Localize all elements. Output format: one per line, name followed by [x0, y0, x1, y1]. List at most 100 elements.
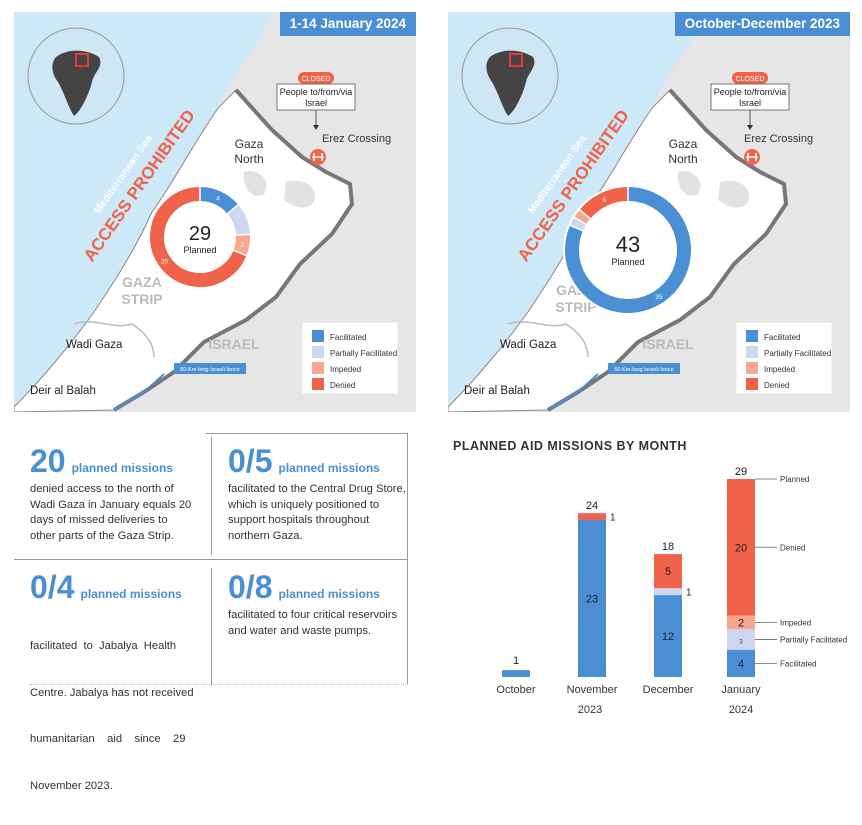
wadi-line [73, 321, 155, 358]
stat-jabalya: 0/4 planned missions facilitated to Jabal… [30, 569, 205, 825]
israel-label: ISRAEL [642, 336, 694, 352]
x-year-label: 2023 [578, 704, 602, 715]
stat-number: 0/4 [30, 569, 75, 605]
donut-total: 43 [616, 232, 640, 257]
stat-number: 0/8 [228, 569, 273, 605]
date-badge-january: 1-14 January 2024 [279, 12, 416, 36]
legend-label: Facilitated [764, 333, 800, 342]
donut-separator [234, 233, 251, 236]
urban-area [243, 171, 267, 196]
fence-label: 60-Km-long Israeli fence [614, 367, 674, 373]
donut-separator [572, 216, 588, 226]
stat-drug-store: 0/5 planned missions facilitated to the C… [228, 443, 406, 544]
bar-segment-partially-facilitated [727, 629, 755, 650]
donut-chart-january: 4 2 20 [148, 185, 252, 289]
closed-badge-label: CLOSED [302, 76, 331, 83]
wadi-line [507, 321, 589, 358]
crossing-icon-glyph [746, 153, 758, 161]
legend-label: Partially Facilitated [330, 349, 397, 358]
gaza-strip-label: GAZA [122, 274, 162, 290]
stat-line: denied access to the north of [30, 483, 174, 495]
bar-segment-label: 4 [738, 658, 744, 670]
stat-unit: planned missions [278, 461, 380, 475]
legend-swatch [312, 362, 324, 374]
bar-segment-partially-facilitated [654, 588, 682, 596]
divider [14, 559, 408, 560]
stat-reservoirs: 0/8 planned missions facilitated to four … [228, 569, 406, 639]
stat-denied-north: 20 planned missions denied access to the … [30, 443, 205, 544]
x-tick-label: January [721, 684, 761, 696]
gaza-north-label: Gaza [669, 137, 698, 151]
donut-slice-impeded [574, 209, 591, 225]
x-tick-label: November [567, 684, 618, 696]
stacked-bar-chart: 1October202323124November121518December4… [496, 466, 847, 715]
callout-text: Israel [739, 98, 761, 108]
x-tick-label: October [496, 684, 535, 696]
bar-segment-denied [654, 554, 682, 589]
stat-line: Centre. Jabalya has not received [30, 686, 194, 699]
stat-line: facilitated to Jabalya Health [30, 640, 177, 652]
bar-total-label: 18 [662, 541, 674, 553]
fence-label: 60-Km-long Israeli fence [180, 367, 240, 373]
map-panel-oct-dec: Mediterranean Sea ACCESS PROHIBITED Gaza… [448, 12, 850, 412]
deir-al-balah-label: Deir al Balah [30, 385, 96, 397]
bar-segment-label: 1 [686, 588, 692, 599]
crossing-callout-box [276, 83, 356, 111]
bar-segment-facilitated [578, 519, 606, 677]
gaza-north-label: North [234, 152, 263, 166]
bar-segment-facilitated [654, 595, 682, 677]
fence-line [547, 373, 599, 411]
bar-segment-label: 5 [665, 566, 671, 578]
donut-slice-label: 4 [216, 195, 220, 202]
bar-segment-impeded [727, 615, 755, 630]
legend-swatch [746, 378, 758, 390]
stat-line: days of missed deliveries to [30, 514, 168, 526]
stat-line: facilitated to four critical reservoirs [228, 609, 398, 621]
map-panel-january: Mediterranean Sea ACCESS PROHIBITED Gaza… [14, 12, 416, 412]
bar-segment-label: 1 [513, 655, 519, 667]
annotation-label: Partially Facilitated [780, 635, 847, 644]
legend-label: Denied [330, 381, 355, 390]
donut-slice-label: 2 [241, 241, 245, 248]
divider [211, 568, 212, 686]
x-tick-label: December [643, 684, 694, 696]
legend-label: Impeded [330, 365, 361, 374]
gaza-north-label: Gaza [235, 137, 264, 151]
divider [206, 433, 408, 434]
stat-line: Wadi Gaza in January equals 20 [30, 498, 192, 511]
donut-slice-facilitated [199, 187, 239, 214]
fence-line [113, 373, 165, 411]
gaza-map-january: Mediterranean Sea ACCESS PROHIBITED Gaza… [14, 12, 399, 412]
closed-badge [298, 72, 334, 84]
closed-badge [732, 72, 768, 84]
deir-al-balah-label: Deir al Balah [464, 385, 530, 397]
stat-line: and water and waste pumps. [228, 624, 372, 637]
donut-slice-label: 6 [602, 197, 606, 204]
donut-slice-denied [150, 187, 247, 287]
gaza-strip-label: STRIP [121, 291, 162, 307]
gaza-map-oct-dec: Mediterranean Sea ACCESS PROHIBITED Gaza… [448, 12, 833, 412]
stat-number: 0/5 [228, 443, 273, 479]
bar-segment-label: 12 [662, 631, 674, 643]
legend-swatch [746, 346, 758, 358]
urban-area [284, 180, 315, 208]
stat-number: 20 [30, 443, 66, 479]
bar-segment-denied [727, 479, 755, 616]
divider [211, 437, 212, 555]
bar-segment-label: 1 [610, 513, 616, 524]
donut-chart-oct-dec: 35 6 [563, 185, 693, 315]
annotation-label: Facilitated [780, 659, 816, 668]
stat-line: facilitated to the Central Drug Store, [228, 483, 406, 495]
gaza-strip-label: STRIP [555, 299, 596, 315]
donut-total: 29 [189, 223, 211, 245]
legend-swatch [312, 330, 324, 342]
annotation-label: Impeded [780, 618, 811, 627]
donut-slice-label: 20 [161, 259, 169, 266]
donut-slice-partially-facilitated [227, 204, 250, 236]
legend-swatch [746, 362, 758, 374]
crossing-callout-box [710, 83, 790, 111]
bar-segment-label: 20 [735, 542, 747, 554]
stat-line: support hospitals throughout [228, 514, 370, 526]
legend-label: Facilitated [330, 333, 366, 342]
stat-line: November 2023. [30, 779, 113, 792]
